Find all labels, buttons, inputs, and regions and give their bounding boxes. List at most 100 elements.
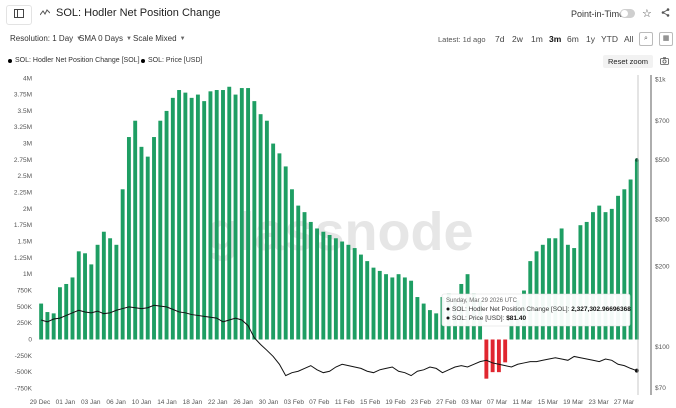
x-tick-label: 07 Mar [487,399,508,406]
bar [120,189,125,340]
scale-label: Scale Mixed [133,34,177,43]
sma-dropdown[interactable]: SMA 0 Days ▼ [79,34,132,43]
bar [490,339,495,373]
y-axis-right: $70 $100 $200 $300 $500 $700 $1k [655,77,670,393]
chevron-down-icon: ▼ [126,35,132,42]
range-1y[interactable]: 1y [586,34,595,44]
y-tick-label: -750K [15,385,33,392]
resolution-label: Resolution: 1 Day [10,34,74,43]
x-tick-label: 22 Jan [208,399,228,406]
x-tick-label: 29 Dec [30,399,51,406]
right-tick-label: $200 [655,263,670,270]
x-tick-label: 18 Jan [183,399,203,406]
bar [547,238,552,340]
tooltip-line2: SOL: Price [USD]: $81.40 [452,315,526,322]
bar [101,231,106,340]
tooltip-line2-label: SOL: Price [USD]: [452,315,505,322]
bar [170,97,175,340]
bar [346,244,351,340]
bar [89,264,94,340]
bar [553,238,558,340]
resolution-dropdown[interactable]: Resolution: 1 Day ▼ [10,34,82,43]
x-tick-label: 30 Jan [259,399,279,406]
legend-dot-icon [141,58,145,63]
range-ytd[interactable]: YTD [601,34,618,44]
sidebar-toggle-button[interactable] [6,5,32,25]
bar [283,166,288,340]
bar [603,212,608,340]
bar [70,277,75,340]
bar [622,189,627,340]
bar [327,235,332,340]
bar [277,153,282,340]
bars [39,86,639,379]
calendar-icon[interactable]: ▦ [659,32,673,46]
bar [333,238,338,340]
bar [246,88,251,340]
calendar-search-icon[interactable]: ⌕ [639,32,653,46]
star-icon[interactable]: ☆ [642,8,652,20]
bar [258,114,263,340]
x-tick-label: 03 Feb [284,399,305,406]
bar [296,205,301,340]
tooltip-dot-icon [446,307,450,311]
tooltip-line1: SOL: Hodler Net Position Change [SOL]: 2… [452,306,631,313]
bar [45,312,50,340]
bar [352,248,357,340]
bar [315,228,319,340]
y-tick-label: 3.75M [14,92,32,99]
bar [214,90,219,340]
bar [233,94,238,340]
chevron-down-icon: ▼ [179,35,186,42]
bar [164,110,169,340]
point-in-time-toggle[interactable] [620,9,635,18]
range-7d[interactable]: 7d [495,34,505,44]
bar [384,274,388,340]
bar [634,159,639,340]
bar [95,244,100,340]
legend-item-hodler[interactable]: SOL: Hodler Net Position Change [SOL] [8,57,140,64]
legend-item-price[interactable]: SOL: Price [USD] [141,57,202,64]
x-tick-label: 19 Feb [385,399,406,406]
scale-dropdown[interactable]: Scale Mixed ▼ [133,34,186,43]
y-tick-label: -250K [15,353,33,360]
bar [421,303,426,340]
legend-dot-icon [8,58,12,63]
reset-zoom-button[interactable]: Reset zoom [603,55,654,68]
x-tick-label: 15 Mar [538,399,559,406]
tooltip-line1-label: SOL: Hodler Net Position Change [SOL]: [452,306,570,313]
bar [390,277,395,340]
right-tick-label: $500 [655,157,670,164]
legend-label-price: SOL: Price [USD] [148,57,203,64]
bar [365,261,370,340]
range-3m[interactable]: 3m [549,34,562,44]
page-title: SOL: Hodler Net Position Change [56,7,221,19]
x-axis: 29 Dec 01 Jan 03 Jan 06 Jan 10 Jan 14 Jan 18 J… [30,399,635,406]
camera-icon[interactable] [660,57,669,67]
range-all[interactable]: All [624,34,634,44]
bar [565,244,570,340]
bar [183,92,188,340]
share-icon[interactable] [661,8,670,17]
bar [145,156,150,340]
y-tick-label: 1.5M [18,239,32,246]
bar [39,303,44,340]
range-2w[interactable]: 2w [512,34,523,44]
bar [126,137,131,340]
bar [227,86,232,340]
bar [584,221,589,340]
tooltip-date: Sunday, Mar 29 2026 UTC [446,298,518,304]
y-tick-label: -500K [15,369,33,376]
bar [308,221,313,340]
y-tick-label: 1.25M [14,255,32,262]
bar [76,251,81,340]
bar [221,90,225,340]
range-6m[interactable]: 6m [567,34,579,44]
bar [371,267,376,340]
range-1m[interactable]: 1m [531,34,543,44]
bar [509,319,514,340]
bar [252,101,257,340]
x-tick-label: 14 Jan [157,399,177,406]
y-tick-label: 250K [17,320,33,327]
bar [264,120,269,340]
